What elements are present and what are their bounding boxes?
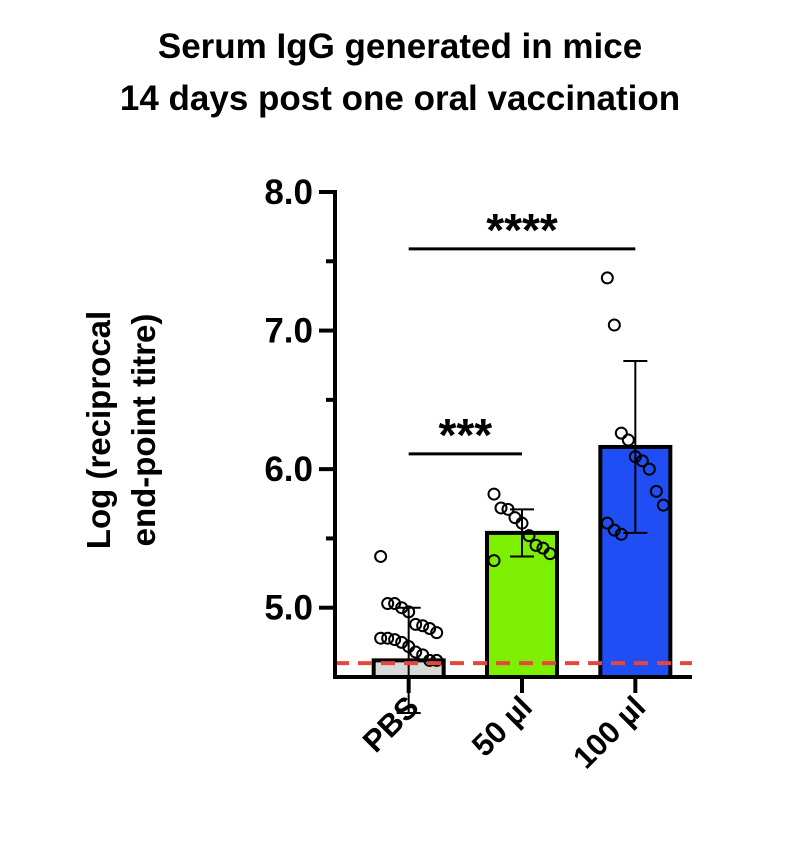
data-point — [395, 635, 409, 649]
data-point — [600, 516, 614, 530]
y-tick-label: 5.0 — [264, 589, 313, 628]
data-point — [543, 547, 557, 561]
data-point — [529, 538, 543, 552]
data-point — [614, 527, 628, 541]
y-tick-label: 7.0 — [264, 312, 313, 351]
data-point — [642, 462, 656, 476]
data-point — [416, 619, 430, 633]
data-point — [621, 433, 635, 447]
data-point — [374, 631, 388, 645]
y-tick-label: 8.0 — [264, 173, 313, 212]
data-point — [614, 426, 628, 440]
data-point — [374, 549, 388, 563]
data-point — [487, 554, 501, 568]
data-point — [388, 597, 402, 611]
data-point — [600, 271, 614, 285]
y-axis-label: end-point titre) — [125, 314, 162, 547]
data-point — [635, 454, 649, 468]
data-point — [649, 484, 663, 498]
chart-title: Serum IgG generated in mice — [158, 27, 642, 66]
y-axis-label: Log (reciprocal — [80, 311, 117, 549]
data-point — [423, 622, 437, 635]
chart-title: 14 days post one oral vaccination — [120, 79, 680, 118]
x-tick-label: 50 µl — [465, 689, 539, 763]
data-point — [522, 529, 536, 543]
x-tick-label: 100 µl — [566, 689, 652, 775]
data-point — [656, 498, 670, 512]
data-point — [423, 653, 437, 667]
data-point — [381, 631, 395, 645]
data-point — [388, 633, 402, 647]
data-point — [494, 501, 508, 515]
data-point — [607, 318, 621, 332]
significance-label: *** — [438, 409, 492, 461]
data-point — [607, 523, 621, 537]
data-point — [487, 487, 501, 501]
x-tick-label: PBS — [356, 689, 426, 759]
data-point — [430, 653, 444, 667]
data-point — [430, 626, 444, 640]
y-tick-label: 6.0 — [264, 450, 313, 489]
data-point — [409, 645, 423, 659]
significance-label: **** — [486, 204, 558, 256]
data-point — [409, 617, 423, 631]
data-point — [381, 597, 395, 611]
